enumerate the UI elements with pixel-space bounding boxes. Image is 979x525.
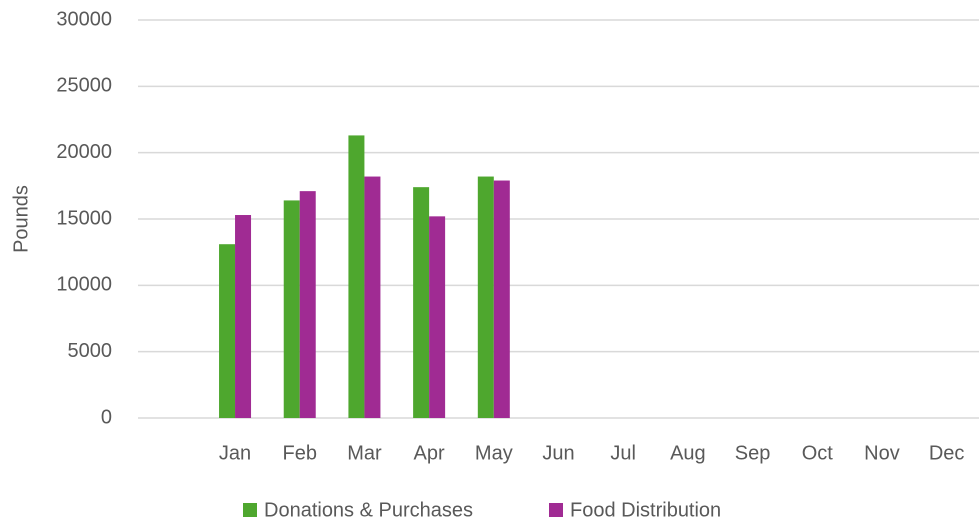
x-tick-label: Oct <box>802 442 834 464</box>
bar <box>413 187 430 418</box>
legend-label: Donations & Purchases <box>264 499 473 521</box>
y-tick-label: 30000 <box>56 8 112 30</box>
x-tick-label: Jun <box>542 442 574 464</box>
x-tick-label: Sep <box>735 442 771 464</box>
x-tick-label: Nov <box>864 442 900 464</box>
bar <box>364 176 381 418</box>
y-tick-label: 5000 <box>68 340 113 362</box>
y-tick-label: 0 <box>101 406 112 428</box>
legend-swatch <box>243 503 257 517</box>
bar <box>348 135 365 419</box>
bar <box>429 216 446 418</box>
x-tick-label: Jul <box>610 442 636 464</box>
x-tick-label: Mar <box>347 442 382 464</box>
y-tick-label: 20000 <box>56 141 112 163</box>
y-tick-label: 25000 <box>56 75 112 97</box>
x-tick-label: Feb <box>282 442 316 464</box>
x-tick-label: May <box>475 442 513 464</box>
x-tick-label: Apr <box>414 442 445 464</box>
x-tick-label: Jan <box>219 442 251 464</box>
bar <box>299 191 316 418</box>
y-tick-label: 15000 <box>56 207 112 229</box>
legend-swatch <box>549 503 563 517</box>
bar <box>219 244 236 418</box>
bar <box>477 176 494 418</box>
bar <box>283 200 300 418</box>
bar <box>493 180 510 418</box>
x-tick-label: Aug <box>670 442 706 464</box>
bar <box>235 215 252 418</box>
x-tick-label: Dec <box>929 442 965 464</box>
legend-label: Food Distribution <box>570 499 721 521</box>
y-axis-label: Pounds <box>10 185 32 253</box>
y-tick-label: 10000 <box>56 274 112 296</box>
